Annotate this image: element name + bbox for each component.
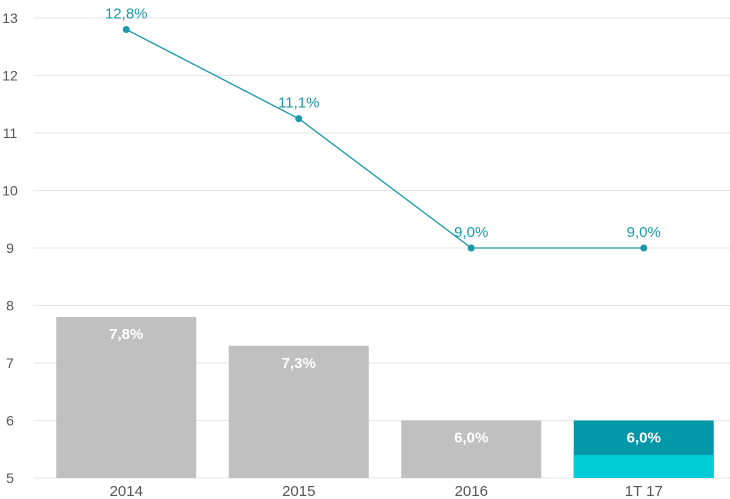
bar-lower-segment (573, 455, 714, 478)
line-point (295, 115, 303, 123)
bar-value-label: 7,8% (109, 326, 143, 343)
bar-value-label: 7,3% (282, 355, 316, 372)
y-tick-label: 6 (6, 413, 14, 429)
bar (401, 420, 542, 478)
y-tick-label: 13 (2, 10, 18, 26)
bar-data-labels: 7,8% 7,3% 6,0% 6,0% (109, 326, 661, 447)
y-tick-label: 7 (6, 355, 14, 371)
line-value-label: 11,1% (278, 95, 319, 112)
y-tick-label: 8 (6, 298, 14, 314)
line-point (467, 244, 475, 252)
x-tick-label: 2015 (282, 483, 315, 499)
bar (228, 345, 369, 478)
line-series (122, 26, 648, 252)
line-value-label: 9,0% (454, 224, 488, 241)
line-value-label: 12,8% (105, 6, 148, 23)
x-axis-ticks: 2014 2015 2016 1T 17 (110, 483, 663, 499)
bar-value-label: 6,0% (627, 430, 661, 447)
x-tick-label: 1T 17 (625, 483, 663, 499)
bar-series (56, 317, 714, 478)
bar (56, 317, 197, 478)
y-tick-label: 11 (3, 125, 18, 141)
y-tick-label: 5 (6, 470, 14, 486)
line-path (125, 28, 644, 249)
y-axis-ticks: 5 6 7 8 9 10 11 12 13 (2, 10, 18, 486)
line-point (122, 26, 130, 33)
line-point (640, 244, 648, 252)
line-value-label: 9,0% (627, 224, 661, 241)
y-tick-label: 9 (6, 240, 14, 256)
y-tick-label: 12 (2, 68, 18, 84)
bar-value-label: 6,0% (454, 430, 488, 447)
x-tick-label: 2014 (110, 483, 143, 499)
x-tick-label: 2016 (455, 483, 488, 499)
y-tick-label: 10 (2, 183, 18, 199)
line-data-labels: 12,8% 11,1% 9,0% 9,0% (105, 6, 661, 242)
